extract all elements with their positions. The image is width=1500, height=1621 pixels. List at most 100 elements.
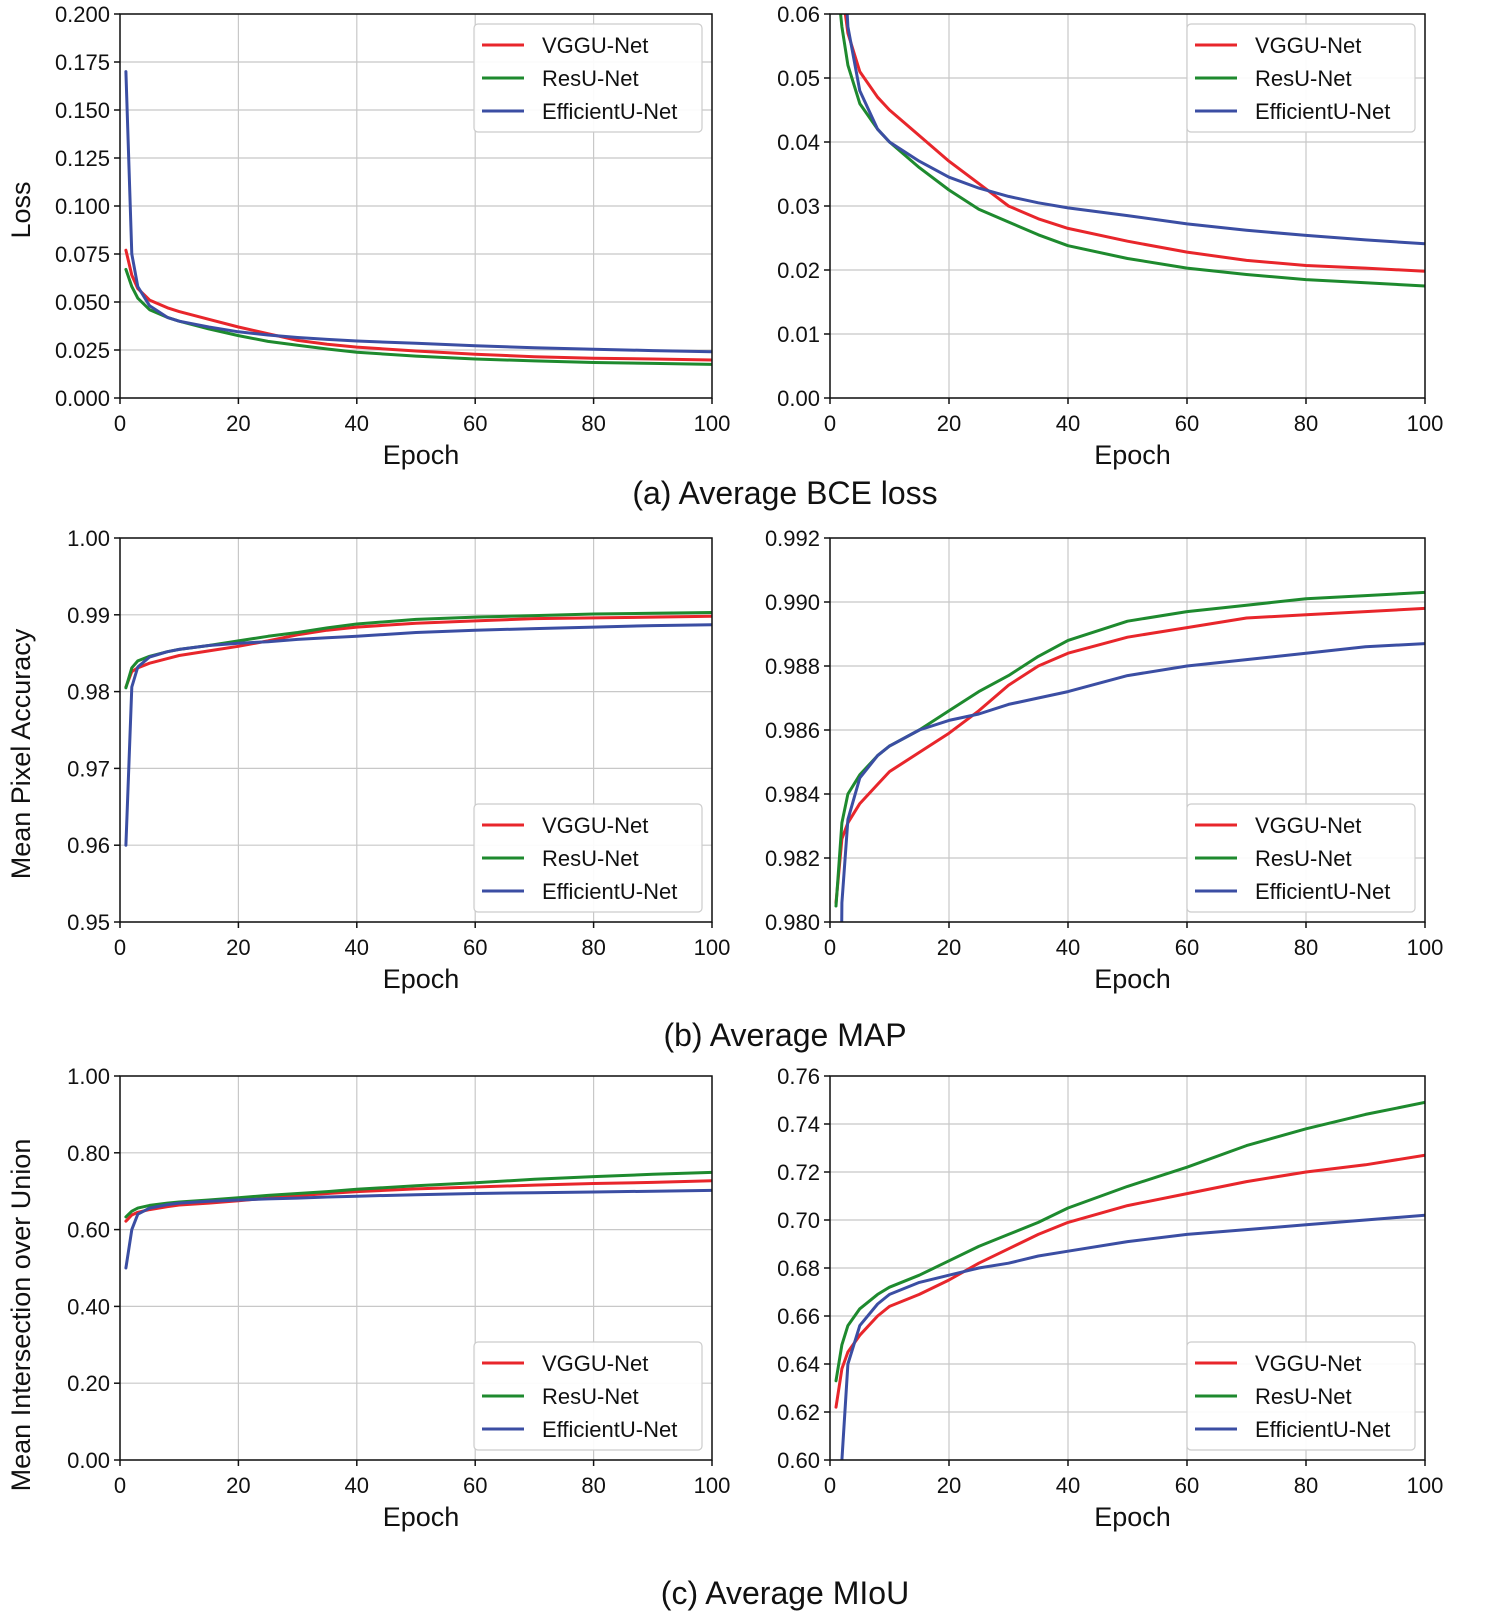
y-tick-label: 0.76 (777, 1064, 820, 1089)
x-tick-label: 0 (824, 935, 836, 960)
y-tick-label: 0.988 (765, 654, 820, 679)
chart-map-zoom: 0 20 40 60 80 100 0.980 0.982 0.984 0.986 0.988 0.9… (765, 526, 1444, 994)
legend-label: EfficientU-Net (542, 99, 677, 124)
y-tick-label: 0.980 (765, 910, 820, 935)
legend: VGGU-Net ResU-Net EfficientU-Net (473, 1341, 703, 1451)
x-tick-label: 20 (937, 1473, 961, 1498)
legend: VGGU-Net ResU-Net EfficientU-Net (473, 23, 703, 133)
x-tick-label: 0 (114, 411, 126, 436)
y-tick-label: 0.96 (67, 833, 110, 858)
x-tick-label: 40 (1056, 411, 1080, 436)
axes-frame (119, 1075, 713, 1461)
x-tick-label: 40 (345, 411, 369, 436)
y-tick-label: 0.70 (777, 1208, 820, 1233)
y-tick-label: 0.74 (777, 1112, 820, 1137)
legend: VGGU-Net ResU-Net EfficientU-Net (1186, 23, 1416, 133)
x-axis-title: Epoch (383, 964, 460, 994)
x-tick-label: 40 (345, 935, 369, 960)
series-group (834, 1100, 1425, 1460)
legend-label: ResU-Net (1255, 66, 1352, 91)
ylabel-mean-iou: Mean Intersection over Union (6, 1139, 36, 1492)
y-tick-label: 0.72 (777, 1160, 820, 1185)
y-tick-label: 0.984 (765, 782, 820, 807)
y-tick-label: 0.075 (55, 242, 110, 267)
legend-label: VGGU-Net (1255, 33, 1361, 58)
y-tick-label: 0.00 (777, 386, 820, 411)
y-tick-label: 0.125 (55, 146, 110, 171)
y-tick-label: 0.68 (777, 1256, 820, 1281)
x-tick-label: 60 (1175, 411, 1199, 436)
y-tick-label: 0.06 (777, 2, 820, 27)
y-tick-label: 0.20 (67, 1371, 110, 1396)
y-tick-label: 0.990 (765, 590, 820, 615)
x-tick-label: 60 (463, 1473, 487, 1498)
axes-frame (119, 537, 713, 923)
y-tick-label: 0.00 (67, 1448, 110, 1473)
x-tick-label: 60 (463, 935, 487, 960)
chart-miou-full: 0 20 40 60 80 100 0.00 0.20 0.40 0.60 0.80 1.00 Epoc… (67, 1064, 730, 1532)
legend-box (1186, 23, 1416, 133)
ylabel-loss: Loss (6, 181, 36, 238)
legend-label: EfficientU-Net (1255, 1417, 1390, 1442)
x-tick-label: 80 (581, 411, 605, 436)
x-tick-label: 20 (937, 411, 961, 436)
y-tick-label: 0.200 (55, 2, 110, 27)
x-tick-label: 20 (226, 935, 250, 960)
x-axis-title: Epoch (1094, 440, 1171, 470)
x-tick-label: 20 (937, 935, 961, 960)
x-tick-label: 80 (581, 1473, 605, 1498)
y-tick-label: 0.982 (765, 846, 820, 871)
x-tick-label: 80 (1294, 935, 1318, 960)
x-axis-title: Epoch (1094, 1502, 1171, 1532)
x-tick-label: 40 (1056, 1473, 1080, 1498)
series-group (124, 70, 712, 366)
chart-bce-full: 0 20 40 60 80 100 0.000 0.025 0.050 0.075 0.100 0.1… (55, 2, 730, 470)
series-line-efficientu-net (840, 642, 1425, 922)
series-line-resu-net (124, 267, 712, 366)
x-axis-title: Epoch (1094, 964, 1171, 994)
legend-label: ResU-Net (542, 66, 639, 91)
y-tick-label: 0.40 (67, 1294, 110, 1319)
series-line-vggu-net (843, 14, 1425, 273)
x-tick-label: 40 (345, 1473, 369, 1498)
legend-box (473, 23, 703, 133)
x-tick-label: 80 (581, 935, 605, 960)
y-tick-label: 0.95 (67, 910, 110, 935)
x-tick-label: 20 (226, 1473, 250, 1498)
plots-layer: 0 20 40 60 80 1000.0000.0250.0500.0750.1000.1… (55, 2, 1444, 1532)
x-tick-label: 0 (824, 1473, 836, 1498)
y-tick-label: 1.00 (67, 1064, 110, 1089)
y-tick-label: 0.62 (777, 1400, 820, 1425)
x-tick-label: 20 (226, 411, 250, 436)
legend-box (473, 1341, 703, 1451)
y-tick-label: 1.00 (67, 526, 110, 551)
caption-map: (b) Average MAP (663, 1017, 906, 1053)
series-line-vggu-net (834, 606, 1425, 905)
series-line-efficientu-net (840, 1213, 1425, 1460)
legend-label: VGGU-Net (542, 33, 648, 58)
chart-bce-zoom: 0 20 40 60 80 100 0.00 0.01 0.02 0.03 0.04 0.05 0.06… (777, 2, 1443, 470)
x-axis-title: Epoch (383, 440, 460, 470)
x-tick-label: 60 (1175, 935, 1199, 960)
x-tick-label: 100 (1407, 935, 1444, 960)
x-tick-label: 60 (463, 411, 487, 436)
chart-map-full: 0 20 40 60 80 100 0.95 0.96 0.97 0.98 0.99 1.00 Epoc… (67, 526, 730, 994)
y-tick-label: 0.025 (55, 338, 110, 363)
y-tick-label: 0.60 (777, 1448, 820, 1473)
y-tick-label: 0.99 (67, 603, 110, 628)
legend-box (1186, 1341, 1416, 1451)
series-line-resu-net (839, 14, 1425, 288)
legend-label: ResU-Net (542, 1384, 639, 1409)
series-line-efficientu-net (124, 623, 712, 847)
y-tick-label: 0.000 (55, 386, 110, 411)
ylabel-mean-pixel-accuracy: Mean Pixel Accuracy (6, 628, 36, 879)
legend-label: EfficientU-Net (542, 1417, 677, 1442)
series-group (124, 611, 712, 847)
caption-miou: (c) Average MIoU (661, 1575, 909, 1611)
y-tick-label: 0.98 (67, 680, 110, 705)
chart-miou-zoom: 0 20 40 60 80 100 0.60 0.62 0.64 0.66 0.68 0.70 0.72… (777, 1064, 1444, 1532)
legend-label: ResU-Net (1255, 1384, 1352, 1409)
series-group (124, 1170, 712, 1270)
x-tick-label: 80 (1294, 411, 1318, 436)
x-tick-label: 100 (1407, 1473, 1444, 1498)
